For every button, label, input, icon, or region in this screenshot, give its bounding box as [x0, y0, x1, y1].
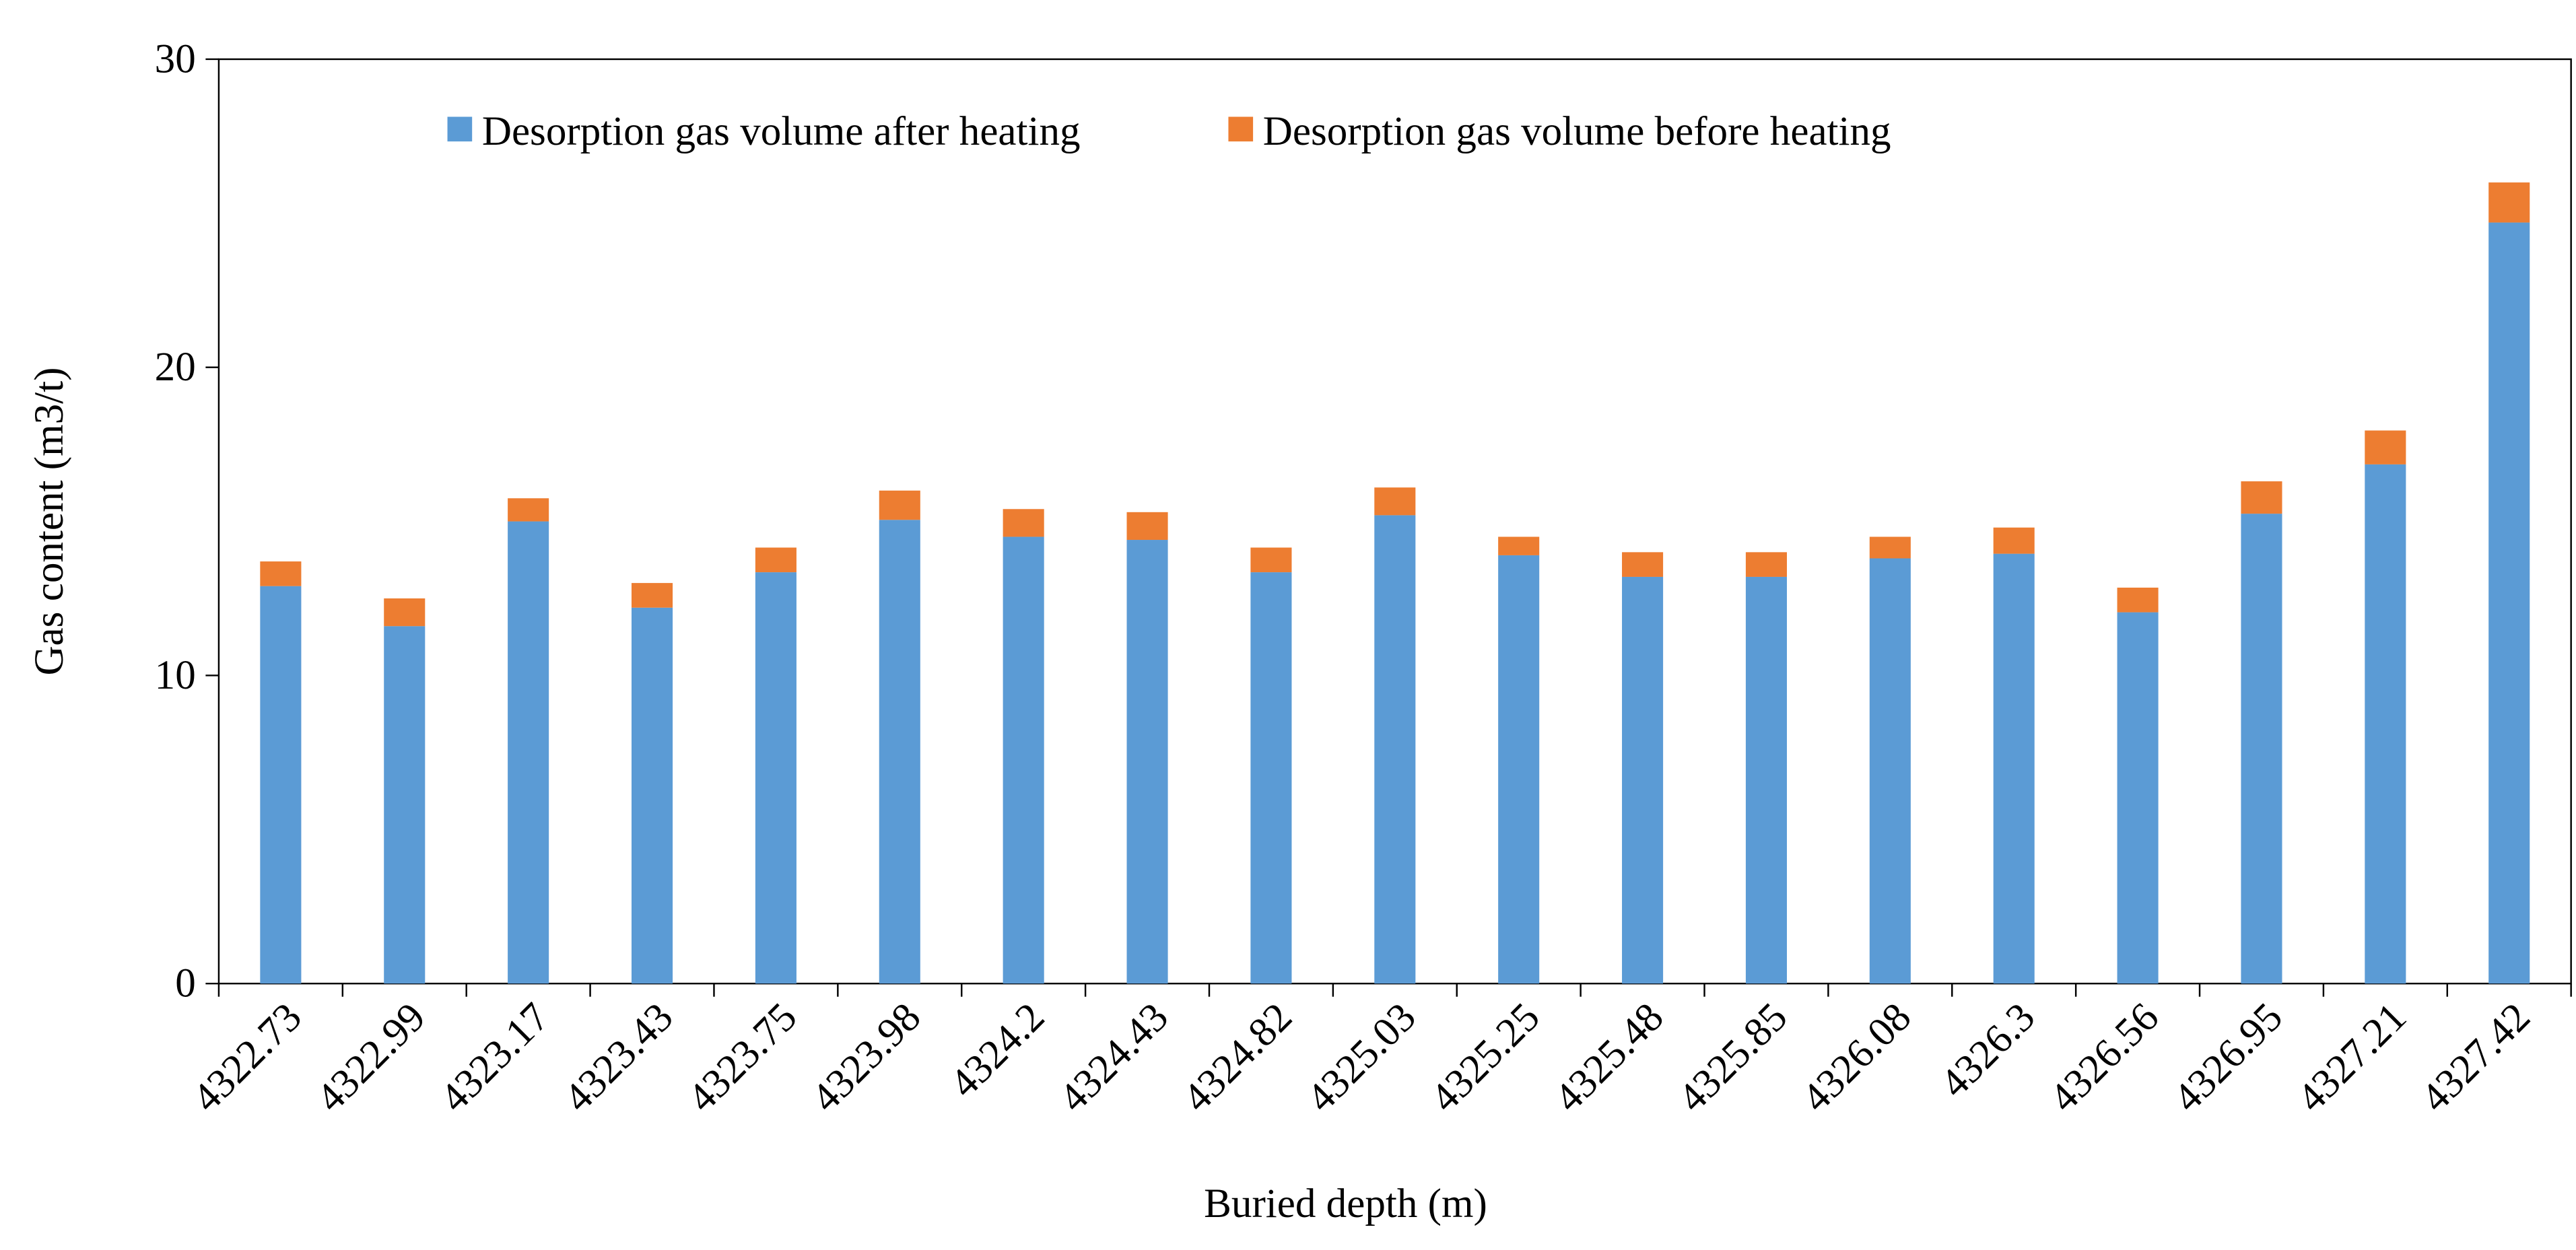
bar-segment: [2488, 222, 2530, 984]
y-tick-label: 30: [155, 37, 196, 82]
bar-segment: [1993, 527, 2035, 554]
bar-segment: [508, 498, 549, 522]
bar-segment: [2241, 481, 2282, 514]
bar-segment: [1374, 487, 1416, 516]
bar-segment: [879, 520, 920, 984]
bar-segment: [508, 521, 549, 984]
bar-segment: [1622, 552, 1664, 577]
bar-segment: [260, 561, 302, 586]
bar-segment: [755, 572, 796, 984]
legend-swatch: [447, 116, 473, 142]
bar-segment: [1745, 576, 1787, 984]
bar-segment: [1869, 536, 1911, 559]
bar-segment: [1126, 512, 1168, 541]
bar-segment: [1869, 558, 1911, 984]
y-tick-label: 20: [155, 345, 196, 390]
y-tick-label: 0: [175, 961, 196, 1006]
bar-segment: [1498, 555, 1540, 984]
y-axis-label: Gas content (m3/t): [27, 368, 72, 676]
bar-segment: [879, 490, 920, 520]
bar-segment: [1003, 509, 1044, 537]
bar-segment: [1250, 547, 1292, 573]
bar-segment: [2365, 430, 2406, 464]
bar-segment: [1003, 536, 1044, 984]
bar-segment: [384, 626, 426, 984]
legend-swatch: [1228, 116, 1254, 142]
bar-segment: [1498, 536, 1540, 555]
x-axis-label: Buried depth (m): [1204, 1181, 1487, 1226]
bar-segment: [384, 598, 426, 627]
bar-segment: [2365, 464, 2406, 984]
legend-label: Desorption gas volume before heating: [1263, 109, 1891, 154]
y-tick-label: 10: [155, 653, 196, 698]
bar-segment: [1250, 572, 1292, 984]
bar-segment: [2117, 587, 2159, 613]
bar-segment: [1745, 552, 1787, 577]
bar-segment: [1374, 515, 1416, 984]
bar-segment: [2241, 514, 2282, 984]
bar-segment: [1993, 553, 2035, 984]
bar-segment: [260, 586, 302, 984]
bar-segment: [631, 607, 673, 984]
bar-segment: [1622, 576, 1664, 984]
bar-segment: [631, 583, 673, 608]
bar-segment: [1126, 540, 1168, 984]
bar-segment: [2488, 182, 2530, 223]
bar-segment: [2117, 612, 2159, 984]
bar-segment: [755, 547, 796, 573]
legend-label: Desorption gas volume after heating: [482, 109, 1081, 154]
